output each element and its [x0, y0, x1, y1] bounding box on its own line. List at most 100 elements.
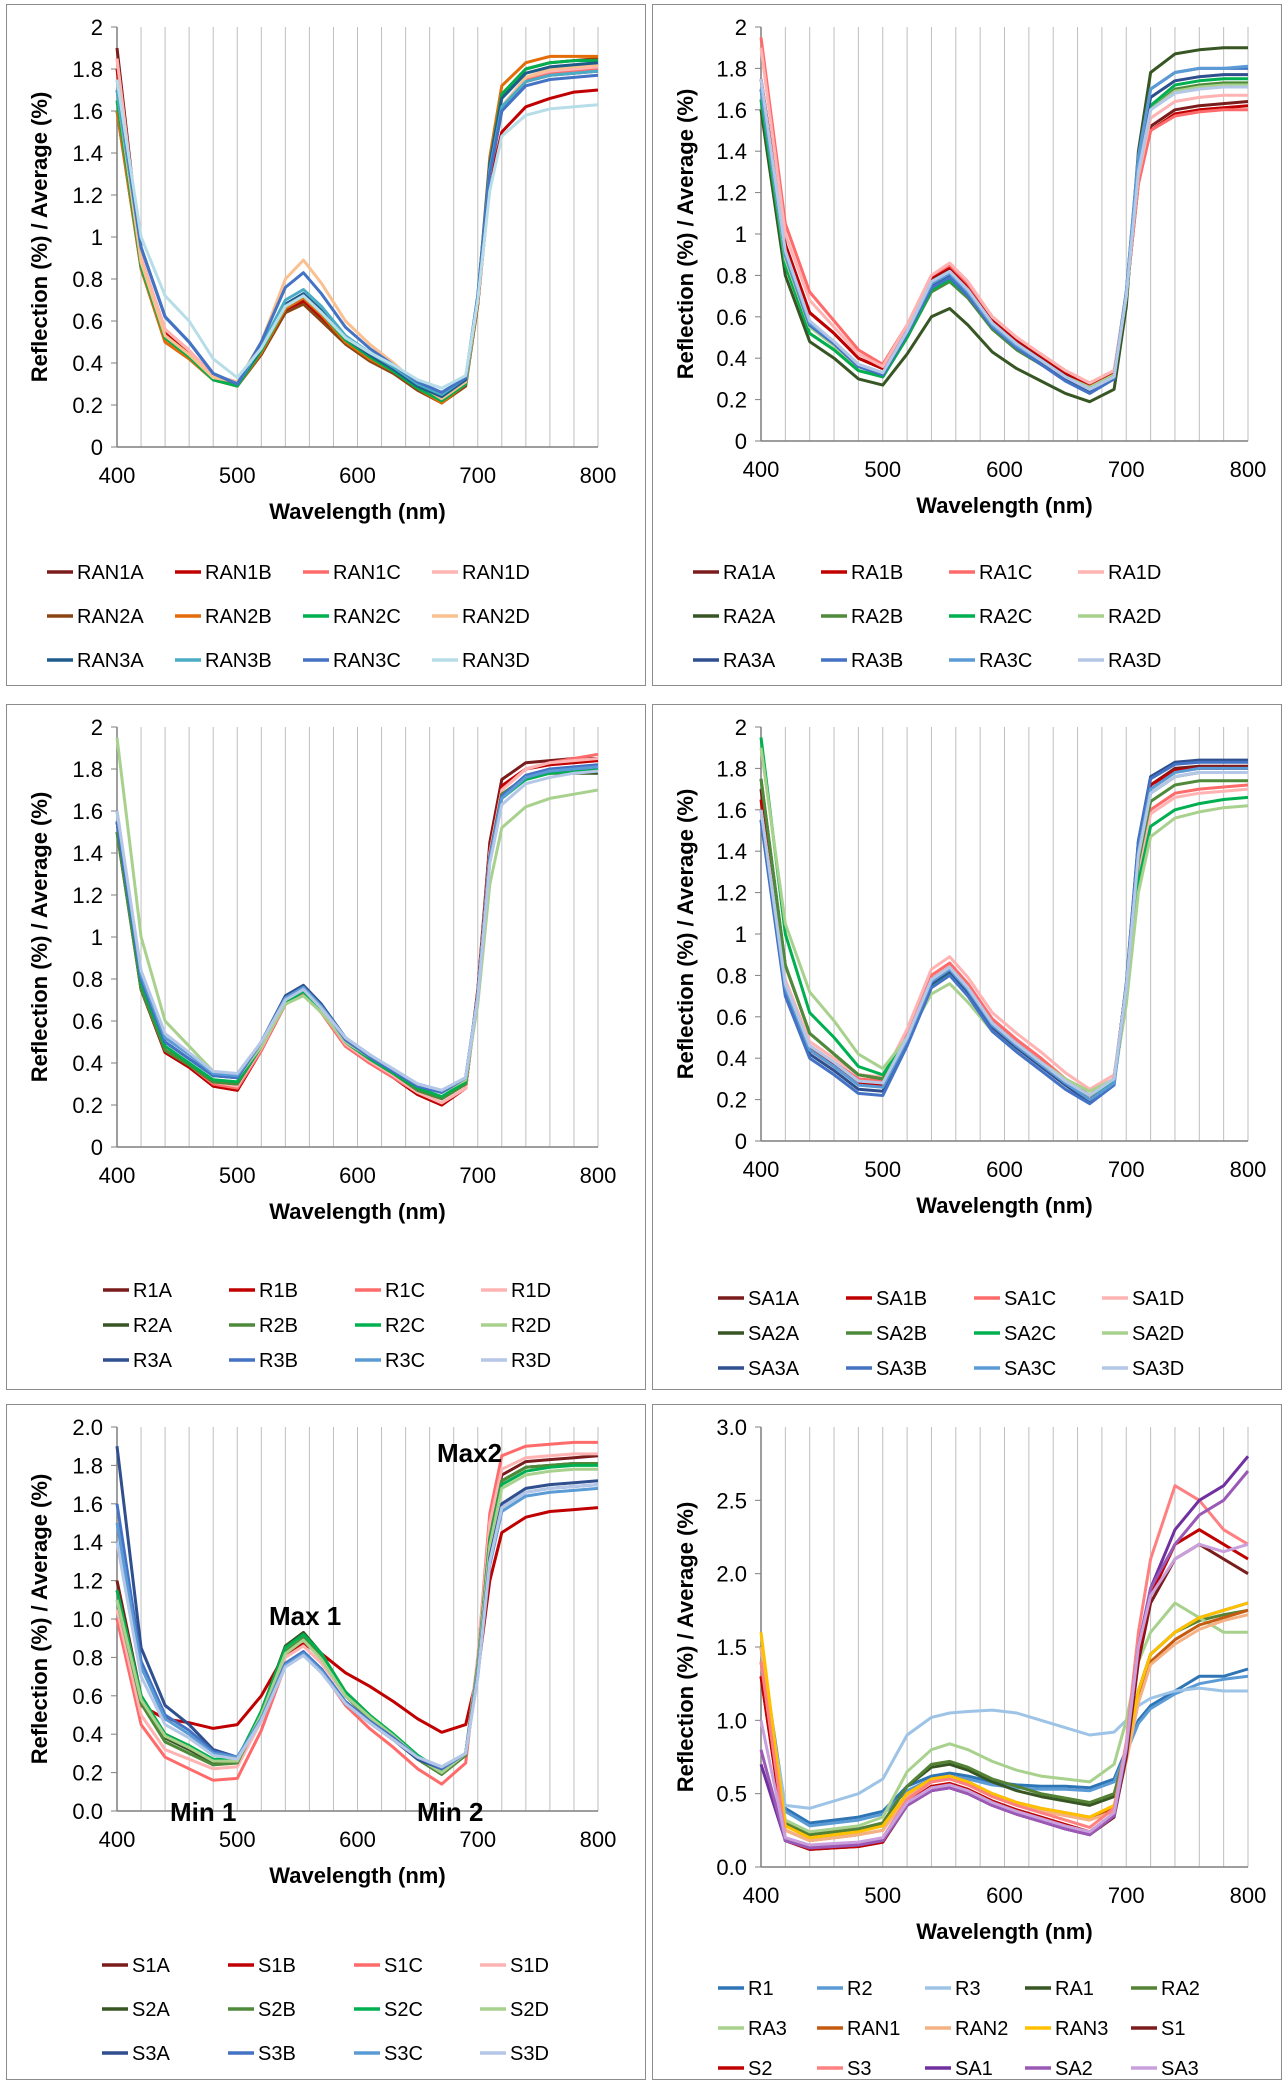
legend-label-RA3D: RA3D: [1108, 650, 1161, 672]
series-line-RA3: [759, 1601, 1248, 1834]
legend-label-R1D: R1D: [511, 1280, 551, 1302]
chart-panel-3: 0 0.2 0.4 0.6 0.8 1 1.2 1.4 1.6 1.8 2 400 500 600 700 8…: [6, 704, 646, 1390]
legend-label-RAN2A: RAN2A: [77, 606, 144, 628]
annotation-max-1: Max 1: [269, 1601, 341, 1631]
x-tick-label: 400: [99, 1827, 136, 1852]
x-tick-label: 700: [459, 1827, 496, 1852]
chart-panel-5: 0.0 0.2 0.4 0.6 0.8 1.0 1.2 1.4 1.6 1.8 2.0 400 500 6…: [6, 1404, 646, 2080]
y-tick-label: 0.2: [72, 1761, 103, 1786]
y-tick-label: 0.4: [72, 1051, 103, 1076]
series-line-R3B: [115, 763, 599, 1094]
legend-label-S1A: S1A: [132, 1955, 170, 1977]
y-tick-label: 1.6: [72, 99, 103, 124]
chart-panel-4: 0 0.2 0.4 0.6 0.8 1 1.2 1.4 1.6 1.8 2 400 500 600 700 8…: [652, 704, 1282, 1390]
y-tick-label: 0.6: [716, 305, 747, 330]
series-line-RAN2C: [115, 59, 598, 403]
legend: SA1A SA1B SA1C SA1D SA2A SA2B SA2C SA2D SA3A SA3B…: [718, 1288, 1184, 1380]
x-axis-label: Wavelength (nm): [916, 1193, 1092, 1218]
y-tick-label: 0.2: [716, 388, 747, 413]
y-tick-label: 0.4: [72, 1722, 103, 1747]
x-tick-label: 600: [986, 1157, 1023, 1182]
y-tick-label: 1.2: [716, 181, 747, 206]
gridlines: [116, 727, 599, 1147]
x-tick-label: 400: [743, 457, 780, 482]
series-line-SA2: [759, 1470, 1250, 1850]
legend-label-RAN3A: RAN3A: [77, 650, 144, 672]
series-line-RA1D: [759, 47, 1248, 385]
series-line-S3D: [115, 1483, 599, 1769]
y-tick-label: 1: [91, 925, 103, 950]
legend-label-S1B: S1B: [258, 1955, 296, 1977]
legend-label-RAN1: RAN1: [847, 2018, 900, 2040]
legend-label-SA2A: SA2A: [748, 1323, 800, 1345]
y-tick-label: 1.6: [72, 799, 103, 824]
legend-label-SA1: SA1: [955, 2058, 993, 2080]
y-tick-label: 1: [91, 225, 103, 250]
y-tick-label: 0: [91, 1135, 103, 1160]
x-tick-label: 500: [219, 1827, 256, 1852]
series-group: [115, 47, 599, 405]
y-tick-label: 0.0: [716, 1855, 747, 1880]
legend-label-RAN2C: RAN2C: [333, 606, 401, 628]
y-tick-label: 0.6: [72, 1684, 103, 1709]
series-line-SA3B: [759, 760, 1248, 1106]
legend-label-S3: S3: [847, 2058, 871, 2080]
y-axis-label: Reflection (%) / Average (%): [673, 789, 698, 1080]
y-tick-label: 0.2: [72, 393, 103, 418]
x-tick-label: 600: [339, 463, 376, 488]
y-tick-label: 0.8: [716, 263, 747, 288]
legend-label-SA2C: SA2C: [1004, 1323, 1056, 1345]
legend-label-R1C: R1C: [385, 1280, 425, 1302]
x-tick-label: 800: [1230, 1157, 1267, 1182]
y-axis-label: Reflection (%) / Average (%): [27, 1474, 52, 1765]
series-line-S1B: [115, 1506, 599, 1734]
y-tick-label: 2.0: [72, 1415, 103, 1440]
y-tick-label: 1.8: [72, 1453, 103, 1478]
legend-label-RAN3C: RAN3C: [333, 650, 401, 672]
legend-label-RAN1C: RAN1C: [333, 562, 401, 584]
legend-label-RA2B: RA2B: [851, 606, 903, 628]
legend: RAN1A RAN1B RAN1C RAN1D RAN2A RAN2B RAN2C RAN2D…: [47, 562, 530, 672]
series-group: [115, 737, 599, 1107]
y-tick-label: 0.2: [72, 1093, 103, 1118]
x-tick-label: 800: [580, 463, 617, 488]
legend-label-SA2D: SA2D: [1132, 1323, 1184, 1345]
legend-label-R2B: R2B: [259, 1315, 298, 1337]
legend-label-RA3A: RA3A: [723, 650, 776, 672]
legend-label-SA3B: SA3B: [876, 1358, 927, 1380]
legend-label-RAN3D: RAN3D: [462, 650, 530, 672]
x-tick-label: 600: [339, 1827, 376, 1852]
legend-label-RA2C: RA2C: [979, 606, 1032, 628]
series-line-RAN3: [759, 1601, 1249, 1840]
series-line-RA2A: [759, 46, 1248, 404]
x-tick-label: 800: [580, 1827, 617, 1852]
x-tick-label: 500: [219, 463, 256, 488]
series-line-SA3A: [759, 758, 1248, 1104]
legend-label-SA1C: SA1C: [1004, 1288, 1056, 1310]
legend-label-SA3D: SA3D: [1132, 1358, 1184, 1380]
y-tick-label: 2.0: [716, 1562, 747, 1587]
y-tick-label: 1.4: [72, 1530, 103, 1555]
y-tick-label: 0.8: [716, 963, 747, 988]
gridlines: [760, 1427, 1249, 1867]
legend-label-SA3: SA3: [1161, 2058, 1199, 2080]
legend-label-RAN3: RAN3: [1055, 2018, 1108, 2040]
chart-svg-2: 0 0.2 0.4 0.6 0.8 1 1.2 1.4 1.6 1.8 2 400 500 600 700 8…: [673, 15, 1266, 672]
x-tick-label: 500: [219, 1163, 256, 1188]
legend-label-RA3B: RA3B: [851, 650, 903, 672]
y-tick-label: 2: [735, 715, 747, 740]
series-line-R3: [759, 1661, 1248, 1810]
x-axis-label: Wavelength (nm): [916, 493, 1092, 518]
y-tick-label: 1.8: [72, 57, 103, 82]
annotation-min-1: Min 1: [170, 1797, 236, 1827]
legend-label-RA3C: RA3C: [979, 650, 1032, 672]
legend-label-S2A: S2A: [132, 1999, 170, 2021]
x-axis-label: Wavelength (nm): [269, 1199, 445, 1224]
legend-label-S3D: S3D: [510, 2043, 549, 2065]
legend-label-R1A: R1A: [133, 1280, 173, 1302]
series-group: [115, 1440, 599, 1786]
y-tick-label: 2: [91, 715, 103, 740]
series-group: [759, 37, 1249, 404]
y-tick-label: 0.8: [72, 1645, 103, 1670]
legend-label-S2B: S2B: [258, 1999, 296, 2021]
